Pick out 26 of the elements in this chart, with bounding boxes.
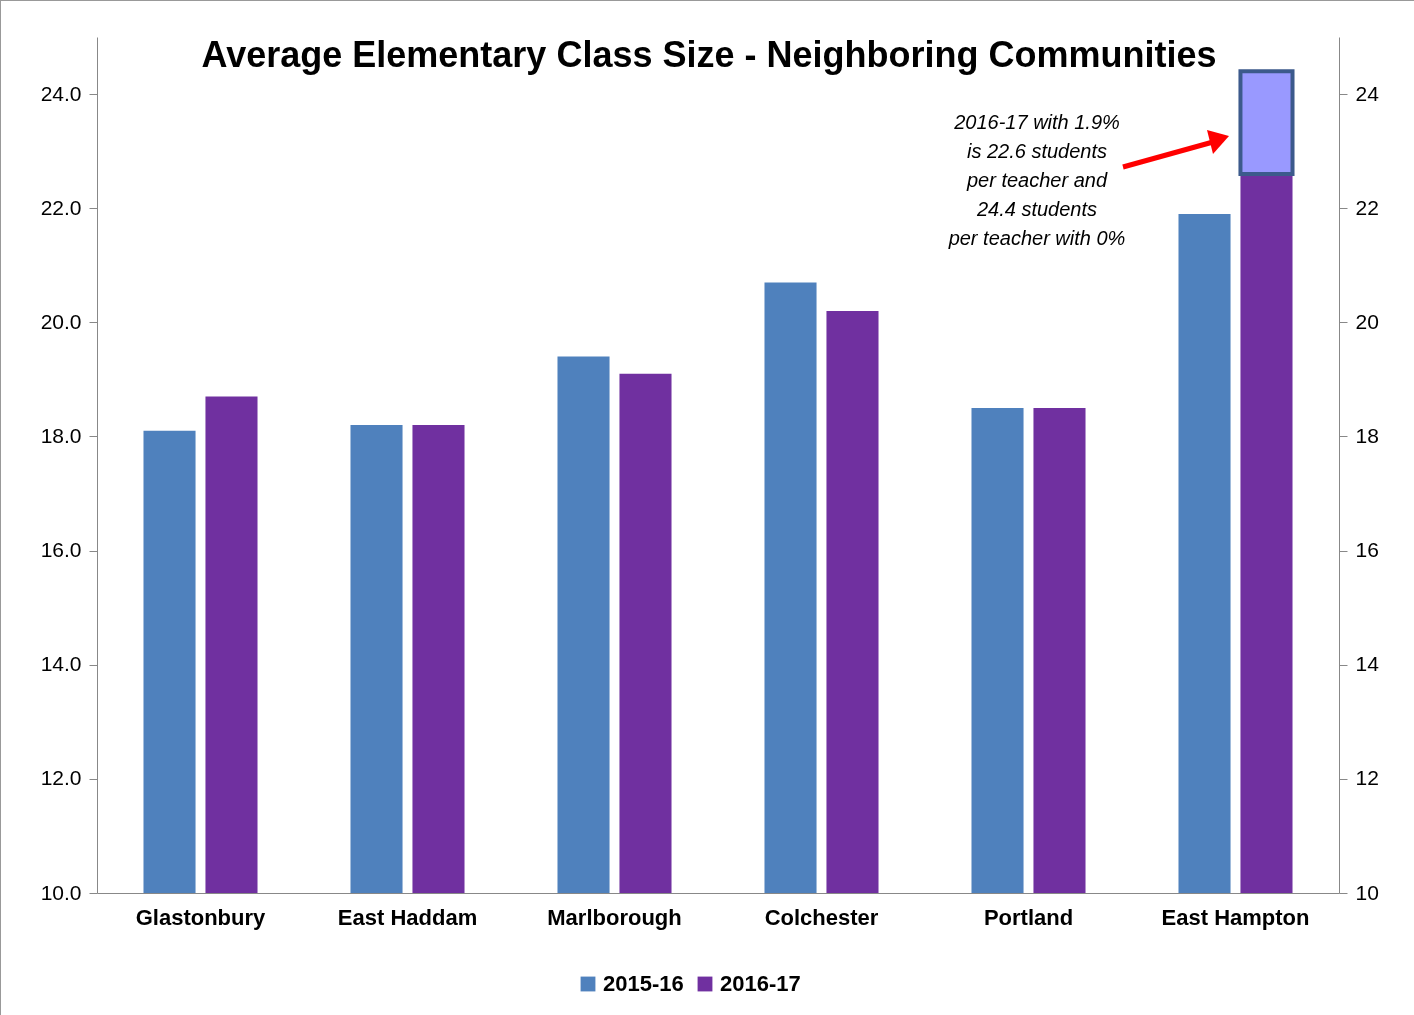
x-tick-label: Colchester xyxy=(764,904,879,930)
y-tick-label: 24.0 xyxy=(40,81,82,105)
x-tick-label: Glastonbury xyxy=(135,904,267,930)
y2-tick-label: 24 xyxy=(1355,81,1380,105)
y2-tick-label: 22 xyxy=(1355,195,1379,219)
y-tick-label: 20.0 xyxy=(40,309,82,333)
y2-tick-label: 14 xyxy=(1355,652,1380,676)
x-tick-label: East Hampton xyxy=(1161,904,1310,930)
x-tick-label: Portland xyxy=(983,904,1074,930)
x-tick-label: East Haddam xyxy=(337,904,478,930)
y-tick-label: 10.0 xyxy=(40,880,82,904)
y2-tick-label: 10 xyxy=(1355,880,1379,904)
y2-tick-label: 16 xyxy=(1355,538,1379,562)
y-tick-label: 12.0 xyxy=(40,766,82,790)
y2-tick-label: 20 xyxy=(1355,309,1379,333)
annotation: 2016-17 with 1.9% is 22.6 students per teacher and 24.4 students per teacher with 0% xyxy=(947,111,1126,249)
y-tick-label: 14.0 xyxy=(40,652,82,676)
y2-tick-label: 12 xyxy=(1355,766,1379,790)
x-tick-label: Marlborough xyxy=(547,904,682,930)
legend-label: 2016-17 xyxy=(720,971,801,996)
legend-label: 2015-16 xyxy=(603,971,684,996)
y-tick-label: 22.0 xyxy=(40,195,82,219)
y-tick-label: 16.0 xyxy=(40,538,82,562)
y-tick-label: 18.0 xyxy=(40,423,82,447)
chart-title: Average Elementary Class Size - Neighboring Communities xyxy=(201,34,1217,75)
y2-tick-label: 18 xyxy=(1355,423,1379,447)
